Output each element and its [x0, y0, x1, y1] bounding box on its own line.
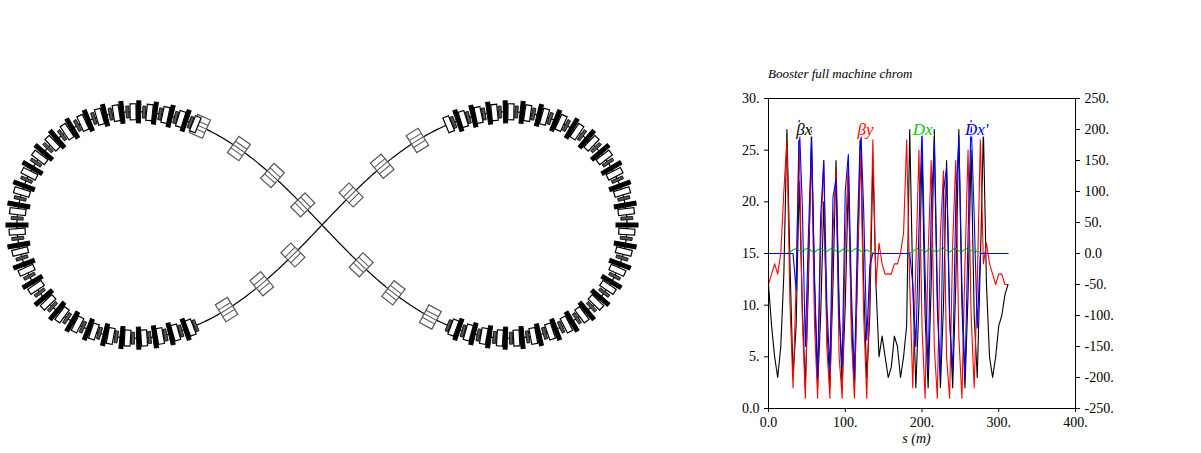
- svg-text:150.: 150.: [1085, 153, 1110, 168]
- svg-text:200.: 200.: [910, 415, 935, 430]
- svg-text:βx: βx: [795, 120, 812, 139]
- svg-text:25.: 25.: [742, 143, 760, 158]
- svg-text:250.: 250.: [1085, 91, 1110, 106]
- svg-text:-200.: -200.: [1085, 370, 1114, 385]
- svg-text:0.0: 0.0: [760, 415, 778, 430]
- svg-text:Dx: Dx: [912, 120, 933, 139]
- svg-text:200.: 200.: [1085, 122, 1110, 137]
- svg-text:15.: 15.: [742, 246, 760, 261]
- svg-text:50.: 50.: [1085, 215, 1103, 230]
- svg-text:-250.: -250.: [1085, 401, 1114, 416]
- svg-text:20.: 20.: [742, 194, 760, 209]
- svg-text:-100.: -100.: [1085, 308, 1114, 323]
- svg-text:0.0: 0.0: [742, 401, 760, 416]
- svg-text:βy: βy: [857, 120, 874, 139]
- svg-text:Dx': Dx': [964, 120, 989, 139]
- svg-text:-150.: -150.: [1085, 339, 1114, 354]
- svg-text:0.0: 0.0: [1085, 246, 1103, 261]
- svg-text:300.: 300.: [987, 415, 1012, 430]
- svg-text:100.: 100.: [833, 415, 858, 430]
- svg-text:10.: 10.: [742, 298, 760, 313]
- svg-text:30.: 30.: [742, 91, 760, 106]
- svg-text:5.: 5.: [749, 349, 760, 364]
- svg-text:400.: 400.: [1063, 415, 1088, 430]
- html-text:Booster full machine chrom: Booster full machine chrom: [768, 66, 913, 81]
- svg-text:100.: 100.: [1085, 184, 1110, 199]
- svg-text:-50.: -50.: [1085, 277, 1107, 292]
- html-text:s (m): s (m): [902, 431, 931, 446]
